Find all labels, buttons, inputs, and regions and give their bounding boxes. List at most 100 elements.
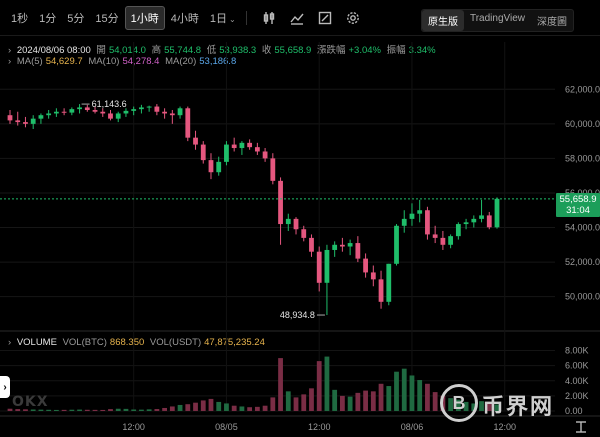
candle-body — [30, 118, 36, 124]
volume-bar — [84, 409, 90, 411]
chevron-right-icon[interactable]: › — [8, 56, 12, 67]
candle-body — [208, 160, 214, 173]
view-depth[interactable]: 深度圖 — [537, 17, 567, 28]
candle-body — [417, 210, 423, 214]
low-value: 53,938.3 — [219, 45, 257, 56]
candle-body — [46, 113, 52, 116]
candle-body — [231, 144, 237, 149]
candle-body — [92, 110, 98, 112]
volume-bar — [378, 383, 384, 411]
low-label: 低 — [206, 45, 217, 56]
price-axis-tick: 52,000.0 — [565, 257, 600, 267]
candle-body — [7, 115, 13, 121]
candle-body — [77, 107, 82, 110]
chart-compare-icon[interactable] — [315, 8, 335, 28]
candle-body — [394, 225, 399, 264]
volume-bar — [131, 409, 137, 411]
candle-body — [347, 243, 353, 247]
volume-bar — [254, 406, 260, 411]
candle-body — [301, 229, 307, 238]
candle-body — [471, 218, 477, 223]
candle-body — [479, 215, 484, 219]
volume-bar — [224, 403, 229, 411]
volume-bar — [239, 406, 245, 411]
timeframe-1h[interactable]: 1小時 — [124, 5, 165, 30]
indicators-icon[interactable] — [287, 8, 307, 28]
amplitude-label: 振幅 — [386, 45, 406, 56]
low-annotation: 48,934.8 — [280, 310, 315, 320]
volume-bar — [332, 389, 338, 411]
price-axis-tick: 62,000.0 — [565, 84, 600, 94]
volume-bar — [216, 401, 222, 411]
volume-bar — [340, 395, 345, 411]
scale-toggle-icon[interactable] — [574, 420, 588, 434]
volume-bar — [139, 409, 144, 411]
candle-body — [193, 137, 198, 145]
candle-body — [200, 144, 206, 161]
ma20-value: 53,186.8 — [199, 56, 237, 67]
settings-gear-icon[interactable] — [343, 8, 363, 28]
ma10-label: MA(10) — [88, 56, 120, 67]
candle-body — [370, 272, 376, 280]
ohlc-info: › 2024/08/06 08:00 開 54,014.0 高 55,744.8 低… — [8, 42, 439, 56]
chevron-right-icon[interactable]: › — [8, 337, 12, 348]
site-watermark: 币界网 — [482, 395, 555, 420]
candle-body — [278, 180, 283, 225]
volume-axis-tick: 6.00K — [565, 361, 589, 371]
vol-btc-label: VOL(BTC) — [62, 337, 107, 348]
expand-panel-handle[interactable]: › — [0, 376, 10, 398]
candle-body — [146, 106, 152, 108]
candle-body — [169, 113, 175, 116]
view-native[interactable]: 原生版 — [421, 10, 464, 31]
candle-body — [363, 258, 368, 273]
volume-bar — [316, 361, 322, 411]
volume-bar — [200, 400, 206, 411]
timeframe-1d-label: 1日 — [209, 12, 227, 25]
volume-bar — [53, 409, 59, 411]
volume-bar — [30, 409, 36, 411]
volume-bar — [92, 409, 98, 411]
timeframe-1d[interactable]: 1日 ⌄ — [205, 7, 241, 29]
volume-bar — [38, 409, 44, 411]
candle-body — [216, 161, 222, 173]
okx-watermark: OKX — [12, 394, 49, 410]
volume-axis-tick: 8.00K — [565, 346, 589, 356]
high-value: 55,744.8 — [164, 45, 202, 56]
candle-type-icon[interactable] — [259, 8, 279, 28]
volume-bar — [293, 397, 299, 411]
volume-bar — [15, 409, 21, 411]
vol-usdt-label: VOL(USDT) — [149, 337, 202, 348]
close-value: 55,658.9 — [274, 45, 312, 56]
volume-bar — [146, 409, 152, 411]
volume-bar — [417, 380, 423, 411]
volume-axis-tick: 4.00K — [565, 376, 589, 386]
timeframe-15m[interactable]: 15分 — [95, 12, 119, 25]
view-tradingview[interactable]: TradingView — [469, 13, 525, 24]
timeframe-1s[interactable]: 1秒 — [11, 12, 29, 25]
price-axis-tick: 60,000.0 — [565, 119, 600, 129]
chevron-right-icon[interactable]: › — [8, 45, 12, 56]
timeframe-4h[interactable]: 4小時 — [170, 12, 199, 25]
ma5-label: MA(5) — [16, 56, 43, 67]
volume-bar — [69, 409, 75, 411]
volume-bar — [363, 390, 368, 411]
candlestick-chart[interactable]: 62,000.060,000.058,000.056,000.054,000.0… — [0, 36, 600, 437]
ohlc-date: 2024/08/06 08:00 — [16, 45, 91, 56]
time-axis-tick: 12:00 — [493, 422, 516, 432]
candle-body — [309, 237, 314, 252]
timeframe-1m[interactable]: 1分 — [39, 12, 57, 25]
volume-bar — [108, 409, 113, 411]
time-axis-tick: 08/06 — [401, 422, 424, 432]
volume-bar — [77, 409, 82, 411]
candle-body — [154, 106, 160, 112]
volume-bar — [231, 405, 237, 411]
time-axis-tick: 08/05 — [215, 422, 238, 432]
candle-body — [355, 243, 361, 259]
candle-body — [432, 234, 438, 238]
volume-bar — [154, 409, 160, 411]
volume-bar — [270, 397, 276, 411]
candle-body — [440, 237, 446, 245]
timeframe-5m[interactable]: 5分 — [67, 12, 85, 25]
volume-bar — [355, 392, 361, 411]
candle-body — [293, 218, 299, 230]
